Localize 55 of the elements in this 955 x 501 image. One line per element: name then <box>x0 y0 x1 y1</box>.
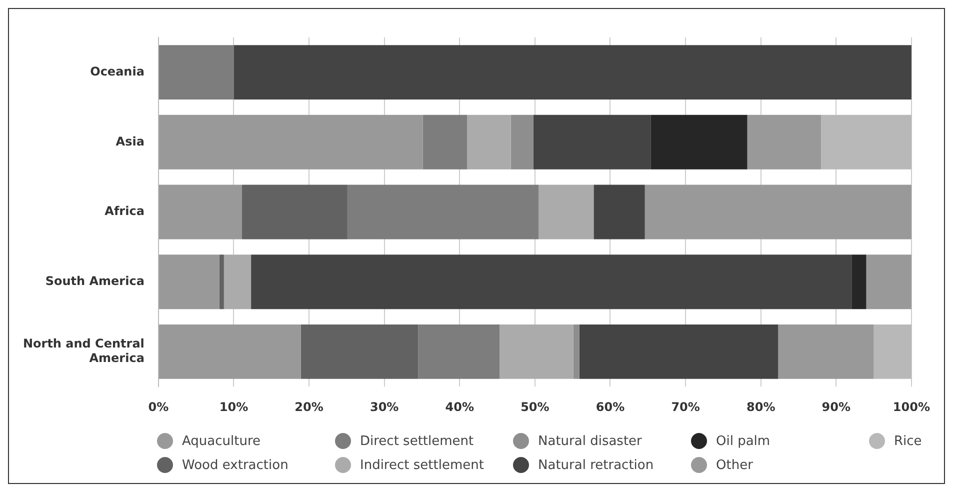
bar <box>852 254 866 310</box>
x-tick-label: 60% <box>596 400 625 414</box>
legend-label: Natural disaster <box>538 434 642 448</box>
x-tick-label: 10% <box>219 400 248 414</box>
bar <box>219 254 224 310</box>
legend-label: Aquaculture <box>182 434 261 448</box>
bar <box>234 45 912 100</box>
bar <box>650 114 748 170</box>
bar <box>533 114 651 170</box>
bar <box>251 254 852 310</box>
bar <box>510 114 534 170</box>
bar <box>538 184 594 240</box>
bar <box>467 114 511 170</box>
y-tick-label: Africa <box>104 204 144 218</box>
x-tick-label: 70% <box>671 400 700 414</box>
y-tick-label: Oceania <box>90 64 144 78</box>
bar <box>422 114 468 170</box>
x-tick-label: 80% <box>746 400 776 414</box>
bar <box>500 324 574 379</box>
x-tick-label: 20% <box>294 400 324 414</box>
y-tick-label: Asia <box>116 134 144 148</box>
bar <box>573 324 580 379</box>
x-tick-label: 40% <box>445 400 474 414</box>
legend-label: Direct settlement <box>360 434 474 448</box>
legend-label: Indirect settlement <box>360 458 484 472</box>
x-tick-label: 30% <box>370 400 399 414</box>
y-tick-label: South America <box>45 274 144 288</box>
legend-label: Other <box>716 458 753 472</box>
bar <box>644 184 912 240</box>
legend-label: Wood extraction <box>182 458 288 472</box>
bar <box>158 324 301 379</box>
legend-label: Rice <box>894 434 922 448</box>
bar <box>579 324 778 379</box>
bar <box>300 324 418 379</box>
bar <box>347 184 539 240</box>
bar <box>866 254 912 310</box>
legend-label: Natural retraction <box>538 458 654 472</box>
bar <box>158 184 242 240</box>
x-tick-label: 0% <box>148 400 169 414</box>
x-tick-label: 50% <box>520 400 550 414</box>
bar <box>778 324 874 379</box>
y-tick-label: North and Central America <box>22 336 144 366</box>
bar <box>821 114 912 170</box>
bar <box>242 184 348 240</box>
bar <box>418 324 500 379</box>
x-tick-label: 90% <box>822 400 851 414</box>
bar <box>158 114 423 170</box>
x-tick-label: 100% <box>892 400 930 414</box>
legend-label: Oil palm <box>716 434 770 448</box>
bar <box>158 45 234 100</box>
bar <box>874 324 912 379</box>
bar <box>747 114 822 170</box>
bar <box>224 254 252 310</box>
bar <box>594 184 645 240</box>
bar <box>158 254 220 310</box>
